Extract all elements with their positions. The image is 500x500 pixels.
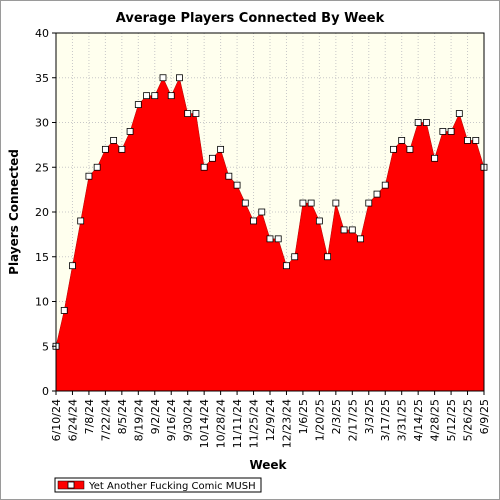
x-tick-label: 12/9/24: [264, 399, 277, 441]
data-point: [283, 263, 289, 269]
data-point: [448, 128, 454, 134]
data-point: [209, 155, 215, 161]
x-tick-label: 5/12/25: [445, 399, 458, 441]
x-tick-label: 5/26/25: [462, 399, 475, 441]
x-tick-label: 9/2/24: [149, 399, 162, 434]
data-point: [267, 236, 273, 242]
data-point: [407, 146, 413, 152]
y-tick-label: 15: [35, 251, 49, 264]
x-tick-label: 6/24/24: [66, 399, 79, 441]
x-axis-ticks: 6/10/246/24/24 7/8/247/22/24 8/5/248/19/24…: [50, 391, 491, 448]
y-tick-label: 25: [35, 161, 49, 174]
data-point: [292, 254, 298, 260]
y-tick-label: 10: [35, 296, 49, 309]
data-point: [86, 173, 92, 179]
data-point: [316, 218, 322, 224]
x-tick-label: 7/8/24: [83, 399, 96, 434]
data-point: [415, 120, 421, 126]
x-tick-label: 4/14/25: [412, 399, 425, 441]
x-tick-label: 10/14/24: [198, 399, 211, 448]
x-tick-label: 10/28/24: [215, 399, 228, 448]
data-point: [341, 227, 347, 233]
data-point: [374, 191, 380, 197]
x-tick-label: 1/20/25: [313, 399, 326, 441]
data-point: [390, 146, 396, 152]
data-point: [160, 75, 166, 81]
data-point: [94, 164, 100, 170]
x-tick-label: 2/3/25: [330, 399, 343, 434]
y-axis-ticks: 0 5 10 15 20 25 30 35 40: [35, 27, 56, 398]
x-tick-label: 2/17/25: [346, 399, 359, 441]
y-tick-label: 5: [42, 340, 49, 353]
data-point: [349, 227, 355, 233]
x-tick-label: 12/23/24: [280, 399, 293, 448]
data-point: [325, 254, 331, 260]
y-tick-label: 35: [35, 72, 49, 85]
data-point: [473, 137, 479, 143]
data-point: [226, 173, 232, 179]
x-tick-label: 11/25/24: [248, 399, 261, 448]
data-point: [127, 128, 133, 134]
data-point: [399, 137, 405, 143]
y-tick-label: 30: [35, 117, 49, 130]
data-point: [119, 146, 125, 152]
data-point: [185, 111, 191, 117]
data-point: [432, 155, 438, 161]
data-point: [135, 102, 141, 108]
data-point: [111, 137, 117, 143]
data-point: [333, 200, 339, 206]
x-tick-label: 8/5/24: [116, 399, 129, 434]
x-tick-label: 3/17/25: [379, 399, 392, 441]
x-tick-label: 3/3/25: [363, 399, 376, 434]
y-tick-label: 40: [35, 27, 49, 40]
x-tick-label: 9/30/24: [182, 399, 195, 441]
x-tick-label: 1/6/25: [297, 399, 310, 434]
legend-label: Yet Another Fucking Comic MUSH: [88, 481, 256, 492]
chart-title: Average Players Connected By Week: [116, 11, 385, 26]
data-point: [456, 111, 462, 117]
data-point: [193, 111, 199, 117]
data-point: [275, 236, 281, 242]
legend: Yet Another Fucking Comic MUSH: [55, 478, 261, 492]
y-tick-label: 0: [42, 385, 49, 398]
data-point: [440, 128, 446, 134]
data-point: [382, 182, 388, 188]
data-point: [144, 93, 150, 99]
y-axis-label: Players Connected: [7, 149, 21, 275]
x-tick-label: 3/31/25: [396, 399, 409, 441]
data-point: [201, 164, 207, 170]
x-tick-label: 8/19/24: [132, 399, 145, 441]
data-point: [152, 93, 158, 99]
data-point: [78, 218, 84, 224]
legend-marker: [68, 482, 74, 488]
x-tick-label: 7/22/24: [99, 399, 112, 441]
data-point: [69, 263, 75, 269]
x-axis-label: Week: [249, 458, 287, 472]
data-point: [358, 236, 364, 242]
x-tick-label: 4/28/25: [429, 399, 442, 441]
data-point: [61, 307, 67, 313]
data-point: [300, 200, 306, 206]
data-point: [102, 146, 108, 152]
x-tick-label: 11/11/24: [231, 399, 244, 448]
x-tick-label: 6/9/25: [478, 399, 491, 434]
x-tick-label: 6/10/24: [50, 399, 63, 441]
data-point: [176, 75, 182, 81]
data-point: [366, 200, 372, 206]
data-point: [465, 137, 471, 143]
data-point: [259, 209, 265, 215]
data-point: [234, 182, 240, 188]
x-tick-label: 9/16/24: [165, 399, 178, 441]
data-point: [251, 218, 257, 224]
data-point: [242, 200, 248, 206]
data-point: [423, 120, 429, 126]
y-tick-label: 20: [35, 206, 49, 219]
data-point: [168, 93, 174, 99]
data-point: [218, 146, 224, 152]
data-point: [308, 200, 314, 206]
